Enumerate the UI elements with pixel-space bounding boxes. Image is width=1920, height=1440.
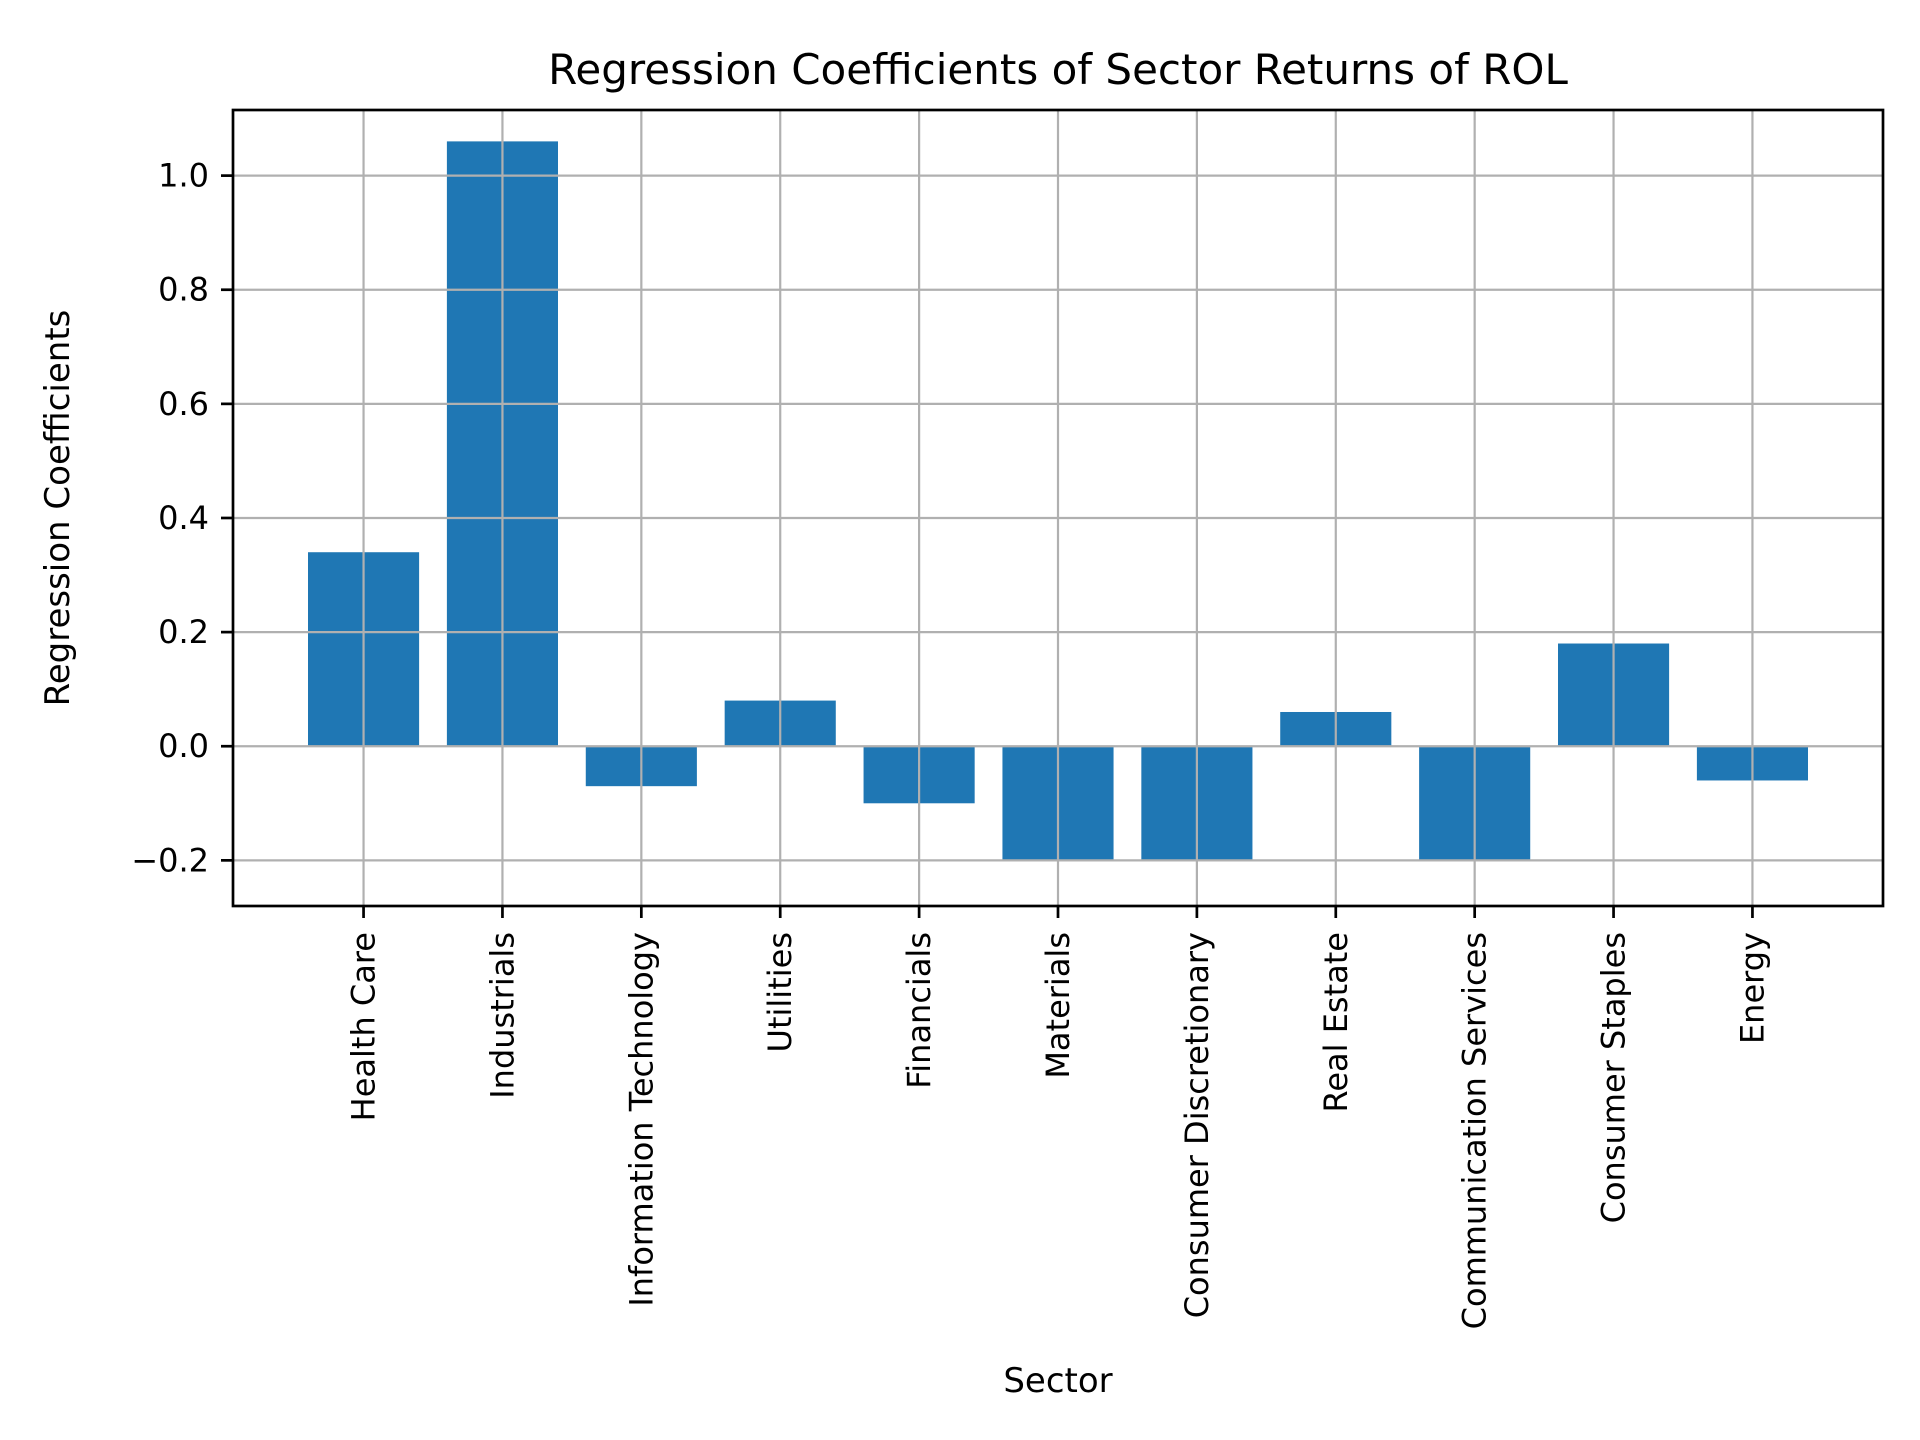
y-tick-label: 0.4	[158, 499, 209, 537]
x-tick-label: Materials	[1039, 932, 1077, 1079]
y-tick-label: 0.8	[158, 271, 209, 309]
x-tick-label: Information Technology	[622, 932, 660, 1307]
y-tick-label: −0.2	[131, 841, 209, 879]
x-axis-label: Sector	[1003, 1361, 1112, 1401]
x-tick-label: Consumer Staples	[1595, 932, 1633, 1223]
x-tick-label: Consumer Discretionary	[1178, 932, 1216, 1318]
gridlines	[233, 110, 1883, 906]
x-tick-label: Communication Services	[1456, 932, 1494, 1329]
y-tick-label: 0.2	[158, 613, 209, 651]
y-tick-label: 1.0	[158, 157, 209, 195]
x-tick-label: Health Care	[345, 932, 383, 1121]
x-tick-label: Utilities	[761, 932, 799, 1052]
x-tick-label: Real Estate	[1317, 932, 1355, 1112]
chart-title: Regression Coefficients of Sector Return…	[548, 45, 1568, 94]
x-axis: Health Care Industrials Information Techno…	[345, 906, 1771, 1329]
y-axis: −0.2 0.0 0.2 0.4 0.6 0.8 1.0	[131, 157, 233, 879]
y-tick-label: 0.0	[158, 727, 209, 765]
x-tick-label: Energy	[1733, 932, 1771, 1044]
x-tick-label: Financials	[900, 932, 938, 1089]
y-tick-label: 0.6	[158, 385, 209, 423]
x-tick-label: Industrials	[483, 932, 521, 1099]
y-axis-label: Regression Coefficients	[38, 310, 78, 707]
